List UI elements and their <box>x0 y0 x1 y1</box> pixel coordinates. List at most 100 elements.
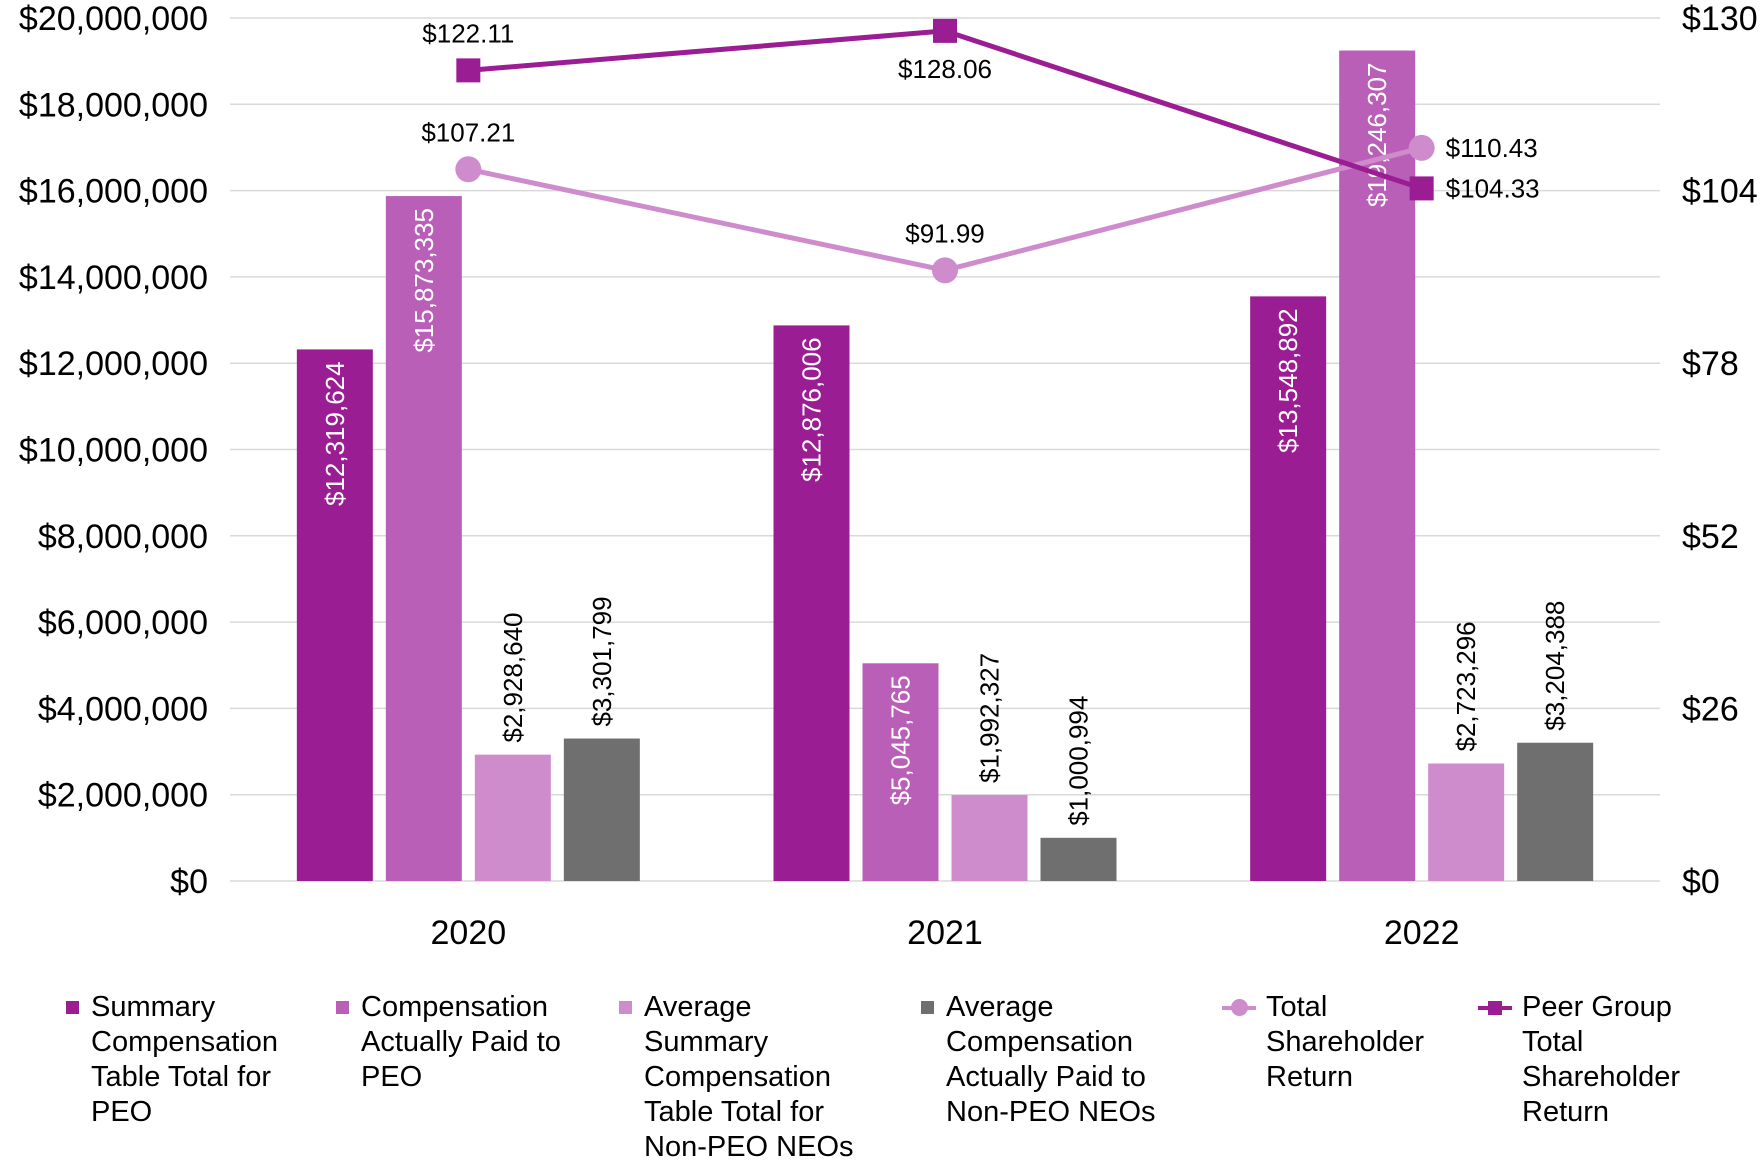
legend-label-line: Average <box>644 991 752 1023</box>
right-axis-tick-label: $104 <box>1682 173 1758 211</box>
right-axis-tick-label: $52 <box>1682 518 1739 556</box>
legend-label-line: PEO <box>91 1096 153 1128</box>
bar <box>951 795 1028 881</box>
line-series <box>455 18 1435 284</box>
left-axis-tick-label: $4,000,000 <box>38 690 208 728</box>
legend-label: Compensation Actually Paid to PEO <box>361 990 561 1095</box>
bar <box>563 738 640 881</box>
legend-label-line: Shareholder <box>1522 1061 1680 1093</box>
series-point <box>1409 176 1434 201</box>
bar-value-label: $15,873,335 <box>409 208 439 353</box>
series-point <box>933 18 957 43</box>
legend-label-line: Compensation <box>361 991 548 1023</box>
legend-label-line: Total <box>1522 1026 1584 1058</box>
category-labels: 2020 2021 2022 <box>431 914 1460 952</box>
series-point <box>1408 134 1435 161</box>
legend-item-tsr: Total Shareholder Return <box>1222 990 1424 1095</box>
bar <box>474 754 551 881</box>
legend-label: Average Compensation Actually Paid to No… <box>946 990 1156 1130</box>
legend-label: Total Shareholder Return <box>1266 990 1424 1095</box>
line-value-label: $91.99 <box>905 218 985 248</box>
left-axis-tick-label: $12,000,000 <box>19 345 208 383</box>
legend-label-line: Compensation <box>644 1061 831 1093</box>
left-axis-tick-label: $10,000,000 <box>19 432 208 470</box>
gridlines <box>230 17 1660 882</box>
legend-item-cap-peo: Compensation Actually Paid to PEO <box>336 990 561 1095</box>
right-axis-tick-label: $26 <box>1682 690 1739 728</box>
bar <box>1339 50 1416 882</box>
legend-item-avg-cap-neo: Average Compensation Actually Paid to No… <box>921 990 1156 1130</box>
line-data-labels: $107.21 $91.99 $110.43 $122.11 $128.06 $104.3… <box>421 18 1539 248</box>
legend-label-line: Shareholder <box>1266 1026 1424 1058</box>
legend-label-line: Total <box>1266 991 1328 1023</box>
bar-value-label: $2,723,296 <box>1451 621 1481 751</box>
bar <box>862 663 939 881</box>
right-axis-tick-label: $78 <box>1682 345 1739 383</box>
left-axis-tick-label: $0 <box>170 863 208 901</box>
series-line <box>467 145 1423 273</box>
bar-series <box>296 50 1594 882</box>
left-axis-tick-label: $16,000,000 <box>19 173 208 211</box>
legend-swatch-square-icon <box>921 1001 934 1014</box>
bar <box>1517 742 1594 881</box>
legend-item-summary-comp-peo: Summary Compensation Table Total for PEO <box>66 990 278 1130</box>
legend-label-line: Non-PEO NEOs <box>946 1096 1156 1128</box>
legend-item-peer-tsr: Peer Group Total Shareholder Return <box>1478 990 1680 1130</box>
legend-label: Summary Compensation Table Total for PEO <box>91 990 278 1130</box>
bar-value-label: $1,992,327 <box>975 653 1005 783</box>
bar-value-label: $12,319,624 <box>320 361 350 506</box>
legend-label-line: Summary <box>644 1026 769 1058</box>
right-axis-tick-label: $130 <box>1682 0 1758 38</box>
bar-value-label: $13,548,892 <box>1273 308 1303 453</box>
line-value-label: $122.11 <box>422 18 514 48</box>
left-axis-ticks: $0 $2,000,000 $4,000,000 $6,000,000 $8,000,0… <box>19 0 208 901</box>
left-axis-tick-label: $2,000,000 <box>38 777 208 815</box>
bar-value-label: $19,246,307 <box>1362 63 1392 208</box>
legend: Summary Compensation Table Total for PEO… <box>0 990 1763 1165</box>
line-value-label: $128.06 <box>898 54 992 84</box>
bar <box>385 196 462 881</box>
legend-label-line: Actually Paid to <box>361 1026 561 1058</box>
legend-label-line: Summary <box>91 991 216 1023</box>
legend-label: Average Summary Compensation Table Total… <box>644 990 854 1165</box>
bar-value-label: $1,000,994 <box>1064 696 1094 826</box>
legend-label: Peer Group Total Shareholder Return <box>1522 990 1680 1130</box>
left-axis-tick-label: $14,000,000 <box>19 259 208 297</box>
bar-value-label: $2,928,640 <box>498 612 528 742</box>
legend-label-line: Peer Group <box>1522 991 1672 1023</box>
legend-label-line: Table Total for <box>644 1096 825 1128</box>
legend-swatch-square-icon <box>336 1001 349 1014</box>
bar <box>296 349 373 882</box>
series-point <box>932 257 958 284</box>
legend-label-line: Average <box>946 991 1054 1023</box>
left-axis-tick-label: $20,000,000 <box>19 0 208 38</box>
left-axis-tick-label: $18,000,000 <box>19 86 208 124</box>
legend-label-line: Actually Paid to <box>946 1061 1146 1093</box>
legend-swatch-circle-line-icon <box>1222 990 1256 1025</box>
legend-label-line: Return <box>1522 1096 1610 1128</box>
legend-label-line: Return <box>1266 1061 1354 1093</box>
legend-swatch-square-line-icon <box>1478 990 1512 1025</box>
legend-label-line: Non-PEO NEOs <box>644 1131 854 1163</box>
legend-label-line: Table Total for <box>91 1061 272 1093</box>
line-value-label: $107.21 <box>421 117 515 147</box>
legend-item-avg-summary-comp-neo: Average Summary Compensation Table Total… <box>619 990 854 1165</box>
category-label: 2022 <box>1384 914 1460 952</box>
series-point <box>456 58 481 83</box>
legend-swatch-square-icon <box>619 1001 632 1014</box>
bar-value-label: $12,876,006 <box>797 337 827 482</box>
right-axis-tick-label: $0 <box>1682 863 1720 901</box>
bar-value-label: $3,204,388 <box>1540 601 1570 731</box>
legend-label-line: Compensation <box>91 1026 278 1058</box>
bar <box>773 325 850 881</box>
category-label: 2020 <box>431 914 507 952</box>
legend-label-line: Compensation <box>946 1026 1133 1058</box>
bar <box>1040 837 1117 881</box>
category-label: 2021 <box>907 914 983 952</box>
bar-value-label: $3,301,799 <box>587 596 617 726</box>
bar <box>1250 296 1327 881</box>
legend-label-line: PEO <box>361 1061 423 1093</box>
right-axis-ticks: $0 $26 $52 $78 $104 $130 <box>1682 0 1758 901</box>
bar-value-label: $5,045,765 <box>886 675 916 805</box>
